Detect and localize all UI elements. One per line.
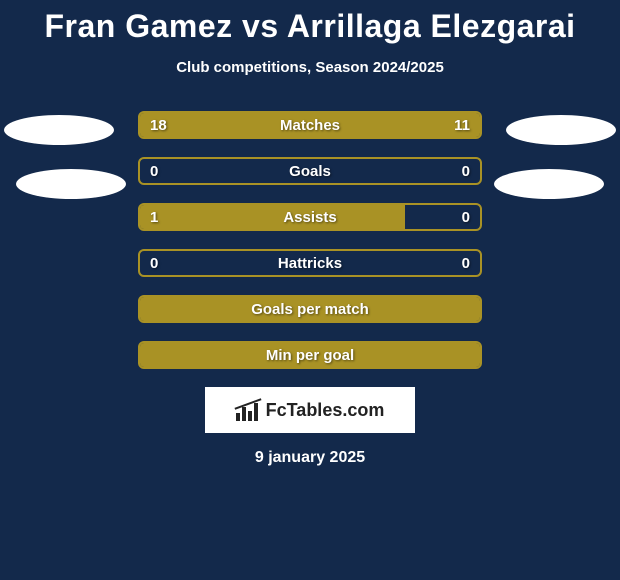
fctables-logo: FcTables.com (205, 387, 415, 433)
page-title: Fran Gamez vs Arrillaga Elezgarai (0, 0, 620, 45)
stat-value-left: 18 (150, 113, 167, 137)
date-label: 9 january 2025 (0, 449, 620, 467)
stat-row: Goals per match (138, 295, 482, 323)
stat-fill-left (140, 205, 405, 229)
stat-fill-left (140, 343, 480, 367)
subtitle: Club competitions, Season 2024/2025 (0, 59, 620, 76)
comparison-area: 1811Matches00Goals10Assists00HattricksGo… (0, 111, 620, 467)
logo-text: FcTables.com (266, 400, 385, 421)
stat-bars: 1811Matches00Goals10Assists00HattricksGo… (0, 111, 620, 369)
stat-row: 0 0Goals (138, 157, 482, 185)
stat-value-right: 0 (462, 205, 470, 229)
player-right-oval-2 (494, 169, 604, 199)
stat-value-right: 11 (454, 113, 470, 137)
stat-value-right: 0 (462, 251, 470, 275)
stat-value-left: 0 (150, 159, 158, 183)
stat-label: Hattricks (140, 251, 480, 275)
stat-row: 0 0Hattricks (138, 249, 482, 277)
stat-row: 1811Matches (138, 111, 482, 139)
stat-fill-left (140, 297, 480, 321)
player-right-oval-1 (506, 115, 616, 145)
stat-value-left: 0 (150, 251, 158, 275)
stat-fill-left (140, 113, 351, 137)
stat-row: Min per goal (138, 341, 482, 369)
stat-row: 10Assists (138, 203, 482, 231)
player-left-oval-1 (4, 115, 114, 145)
stat-value-right: 0 (462, 159, 470, 183)
logo-chart-icon (236, 399, 262, 421)
player-left-oval-2 (16, 169, 126, 199)
stat-label: Goals (140, 159, 480, 183)
stat-value-left: 1 (150, 205, 158, 229)
